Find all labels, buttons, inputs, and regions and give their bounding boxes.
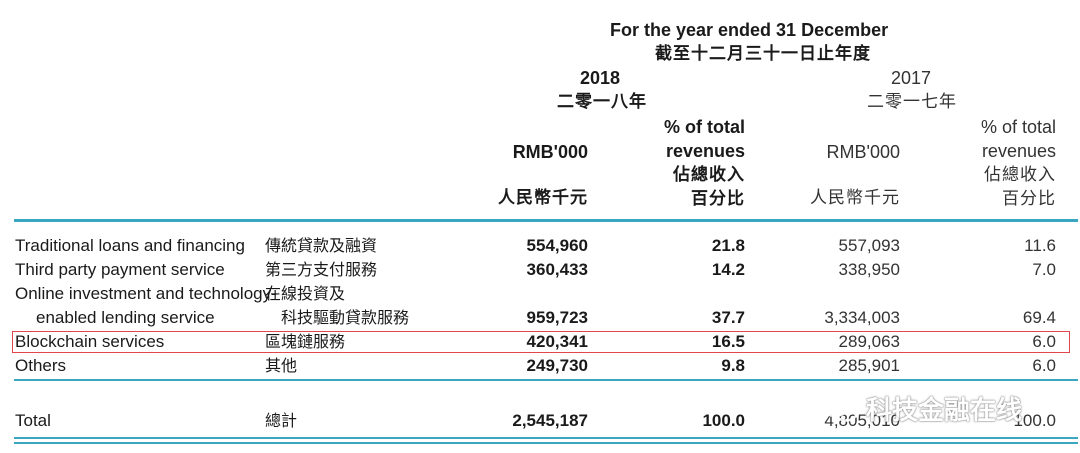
row-label-cn: 傳統貸款及融資: [265, 236, 378, 255]
col-pct-2017-line2: revenues: [981, 141, 1056, 161]
col-pct-2018-cn2: 百分比: [691, 189, 745, 209]
watermark: 科技金融在线: [820, 390, 1022, 427]
col-amount-2017-cn: 人民幣千元: [810, 188, 900, 208]
year-2018: 2018: [580, 68, 621, 88]
cell-pct-2018: 21.8: [711, 236, 745, 255]
cell-pct-2018: 9.8: [721, 356, 745, 375]
total-amount-2017: 4,805,010: [824, 411, 900, 430]
year-2018-cn: 二零一八年: [557, 92, 647, 112]
total-rule-bottom: [14, 442, 1078, 444]
watermark-text: 科技金融在线: [866, 396, 1023, 426]
row-label-cn: 在線投資及: [265, 284, 346, 303]
col-amount-2017: RMB'000: [826, 142, 900, 162]
row-label-cn: 其他: [265, 356, 298, 375]
total-pct-2018: 100.0: [702, 411, 745, 430]
cell-pct-2017: 6.0: [1032, 356, 1056, 375]
cell-pct-2018: 16.5: [711, 332, 745, 351]
col-pct-2017-cn2: 百分比: [1002, 189, 1056, 209]
col-pct-2017-cn1: 佔總收入: [984, 165, 1056, 185]
cell-pct-2017: 7.0: [1032, 260, 1056, 279]
total-rule-top: [14, 437, 1078, 439]
cell-pct-2017: 6.0: [1032, 332, 1056, 351]
cell-amount-2018: 554,960: [526, 236, 588, 255]
total-amount-2018: 2,545,187: [512, 411, 588, 430]
col-pct-2018-cn1: 佔總收入: [673, 165, 745, 185]
cell-pct-2017: 11.6: [1024, 236, 1056, 255]
cell-pct-2018: 37.7: [711, 308, 745, 327]
col-pct-2017-line1: % of total: [980, 117, 1056, 137]
col-amount-2018-cn: 人民幣千元: [498, 188, 588, 208]
cell-amount-2018: 959,723: [526, 308, 588, 327]
year-2017: 2017: [891, 68, 932, 88]
cell-amount-2018: 249,730: [526, 356, 588, 375]
col-pct-2018-line2: revenues: [665, 141, 745, 161]
row-label-en-cont: enabled lending service: [36, 308, 215, 327]
row-label-cn: 區塊鏈服務: [265, 332, 346, 351]
highlight-box: [12, 331, 1070, 353]
cell-pct-2018: 14.2: [711, 260, 745, 279]
row-label-cn-cont: 科技驅動貸款服務: [281, 308, 410, 327]
header-rule: [14, 219, 1078, 222]
col-amount-2018: RMB'000: [512, 142, 588, 162]
year-2017-cn: 二零一七年: [867, 92, 957, 112]
cell-amount-2017: 338,950: [838, 260, 900, 279]
row-label-en: Traditional loans and financing: [15, 236, 245, 255]
cell-amount-2018: 420,341: [526, 332, 588, 351]
cell-amount-2017: 557,093: [838, 236, 900, 255]
col-pct-2018-line1: % of total: [664, 117, 745, 137]
cell-amount-2018: 360,433: [526, 260, 588, 279]
wechat-icon: [820, 394, 859, 422]
row-label-cn: 第三方支付服務: [265, 260, 378, 279]
period-heading-en: For the year ended 31 December: [610, 20, 889, 40]
cell-amount-2017: 3,334,003: [824, 308, 900, 327]
total-pct-2017: 100.0: [1013, 411, 1056, 430]
period-heading-cn: 截至十二月三十一日止年度: [655, 44, 871, 64]
row-label-en: Blockchain services: [15, 332, 165, 351]
cell-amount-2017: 285,901: [838, 356, 900, 375]
subtotal-rule: [14, 379, 1078, 381]
row-label-en: Others: [15, 356, 67, 375]
cell-amount-2017: 289,063: [838, 332, 900, 351]
row-label-en: Online investment and technology-: [15, 284, 277, 303]
total-label-en: Total: [15, 411, 51, 430]
total-label-cn: 總計: [265, 411, 298, 430]
cell-pct-2017: 69.4: [1022, 308, 1056, 327]
row-label-en: Third party payment service: [15, 260, 225, 279]
